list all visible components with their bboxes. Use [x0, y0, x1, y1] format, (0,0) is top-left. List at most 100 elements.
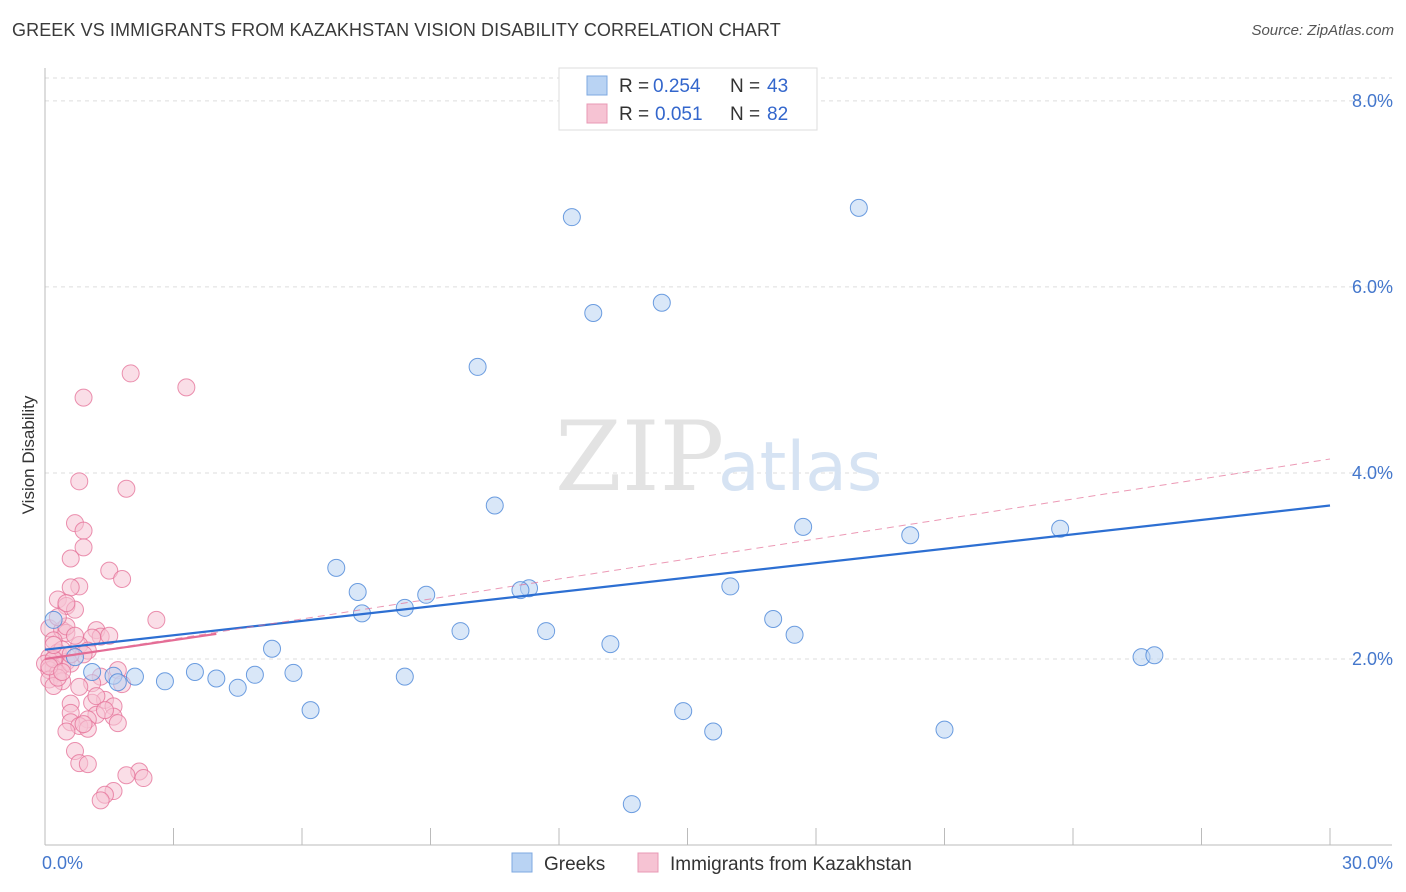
y-axis-label: Vision Disability	[19, 395, 38, 514]
kazakhstan-point	[44, 636, 63, 655]
greeks-point	[395, 667, 414, 686]
greeks-point	[284, 663, 303, 682]
y-tick-label: 2.0%	[1352, 649, 1393, 669]
greeks-point	[468, 357, 487, 376]
greeks-point	[764, 609, 783, 628]
greeks-point	[228, 678, 247, 697]
kazakhstan-point	[117, 766, 136, 785]
greeks-point	[348, 583, 367, 602]
greeks-point	[451, 622, 470, 641]
kazakhstan-point	[65, 626, 84, 645]
greeks-point	[794, 517, 813, 536]
greeks-point	[652, 293, 671, 312]
kazakhstan-point	[61, 578, 80, 597]
grid-layer	[45, 77, 1392, 660]
kazakhstan-point	[61, 549, 80, 568]
greeks-point	[417, 585, 436, 604]
greeks-point	[185, 662, 204, 681]
kazakhstan-point	[57, 722, 76, 741]
y-tick-label: 6.0%	[1352, 277, 1393, 297]
kazakhstan-point	[147, 610, 166, 629]
source-credit: Source: ZipAtlas.com	[1251, 22, 1394, 39]
watermark-zip: ZIP	[555, 401, 724, 513]
x-tick-label-max: 30.0%	[1342, 853, 1393, 873]
legend-greeks-r-value: 0.254	[653, 76, 701, 97]
greeks-point	[785, 625, 804, 644]
greeks-point	[935, 720, 954, 739]
kazakhstan-point	[87, 687, 106, 706]
greeks-point	[83, 662, 102, 681]
greeks-point	[65, 648, 84, 667]
series-greeks-points	[44, 198, 1164, 814]
greeks-point	[674, 702, 693, 721]
bottom-legend-kazakhstan: Immigrants from Kazakhstan	[670, 854, 912, 875]
y-tick-label: 4.0%	[1352, 463, 1393, 483]
kazakhstan-point	[95, 701, 114, 720]
chart-title: GREEK VS IMMIGRANTS FROM KAZAKHSTAN VISI…	[12, 20, 781, 40]
kazakhstan-point	[108, 714, 127, 733]
kazakhstan-point	[134, 769, 153, 788]
greeks-trend-line	[44, 504, 1331, 651]
greeks-point	[562, 208, 581, 227]
greeks-point	[125, 667, 144, 686]
greeks-point	[901, 526, 920, 545]
legend-greeks-r-label: R =	[619, 76, 649, 97]
watermark: ZIP atlas	[555, 401, 882, 513]
kazakhstan-point	[100, 561, 119, 580]
legend-swatch-greeks	[586, 75, 608, 96]
greeks-point	[849, 198, 868, 217]
kazakhstan-point	[74, 388, 93, 407]
legend-kazakhstan-n-value: 82	[767, 104, 788, 125]
legend: R = 0.254 N = 43 R = 0.051 N = 82	[558, 67, 818, 131]
watermark-atlas: atlas	[718, 428, 882, 507]
legend-swatch-kazakhstan	[586, 103, 608, 124]
greeks-point	[485, 496, 504, 515]
kazakhstan-trend-extension	[44, 458, 1331, 660]
greeks-point	[537, 622, 556, 641]
greeks-point	[155, 672, 174, 691]
bottom-legend-swatch-greeks	[511, 852, 533, 873]
kazakhstan-point	[121, 364, 140, 383]
greeks-point	[207, 669, 226, 688]
legend-kazakhstan-n-label: N =	[730, 104, 760, 125]
greeks-point	[584, 303, 603, 322]
greeks-point	[44, 610, 63, 629]
kazakhstan-point	[74, 715, 93, 734]
bottom-legend-greeks: Greeks	[544, 854, 605, 875]
kazakhstan-point	[117, 479, 136, 498]
greeks-point	[601, 635, 620, 654]
kazakhstan-point	[53, 662, 72, 681]
trend-lines	[44, 458, 1331, 661]
series-kazakhstan-points	[36, 364, 196, 810]
legend-kazakhstan-r-value: 0.051	[655, 104, 703, 125]
axis-layer: 2.0% 4.0% 6.0% 8.0% 0.0% 30.0%	[42, 68, 1393, 873]
greeks-point	[327, 558, 346, 577]
kazakhstan-point	[70, 472, 89, 491]
kazakhstan-point	[70, 677, 89, 696]
greeks-point	[108, 673, 127, 692]
kazakhstan-point	[74, 521, 93, 540]
y-tick-label: 8.0%	[1352, 91, 1393, 111]
greeks-point	[511, 581, 530, 600]
legend-greeks-n-value: 43	[767, 76, 788, 97]
kazakhstan-point	[113, 569, 132, 588]
x-tick-label-min: 0.0%	[42, 853, 83, 873]
greeks-point	[721, 577, 740, 596]
kazakhstan-point	[78, 755, 97, 774]
legend-greeks-n-label: N =	[730, 76, 760, 97]
legend-kazakhstan-r-label: R =	[619, 104, 649, 125]
kazakhstan-point	[177, 378, 196, 397]
kazakhstan-point	[57, 594, 76, 613]
bottom-legend-swatch-kazakhstan	[637, 852, 659, 873]
kazakhstan-point	[74, 538, 93, 557]
greeks-point	[1145, 646, 1164, 665]
greeks-point	[622, 795, 641, 814]
greeks-point	[245, 665, 264, 684]
greeks-point	[263, 639, 282, 658]
greeks-point	[704, 722, 723, 741]
greeks-point	[1051, 519, 1070, 538]
bottom-legend: Greeks Immigrants from Kazakhstan	[511, 852, 912, 875]
greeks-point	[301, 701, 320, 720]
kazakhstan-point	[91, 791, 110, 810]
